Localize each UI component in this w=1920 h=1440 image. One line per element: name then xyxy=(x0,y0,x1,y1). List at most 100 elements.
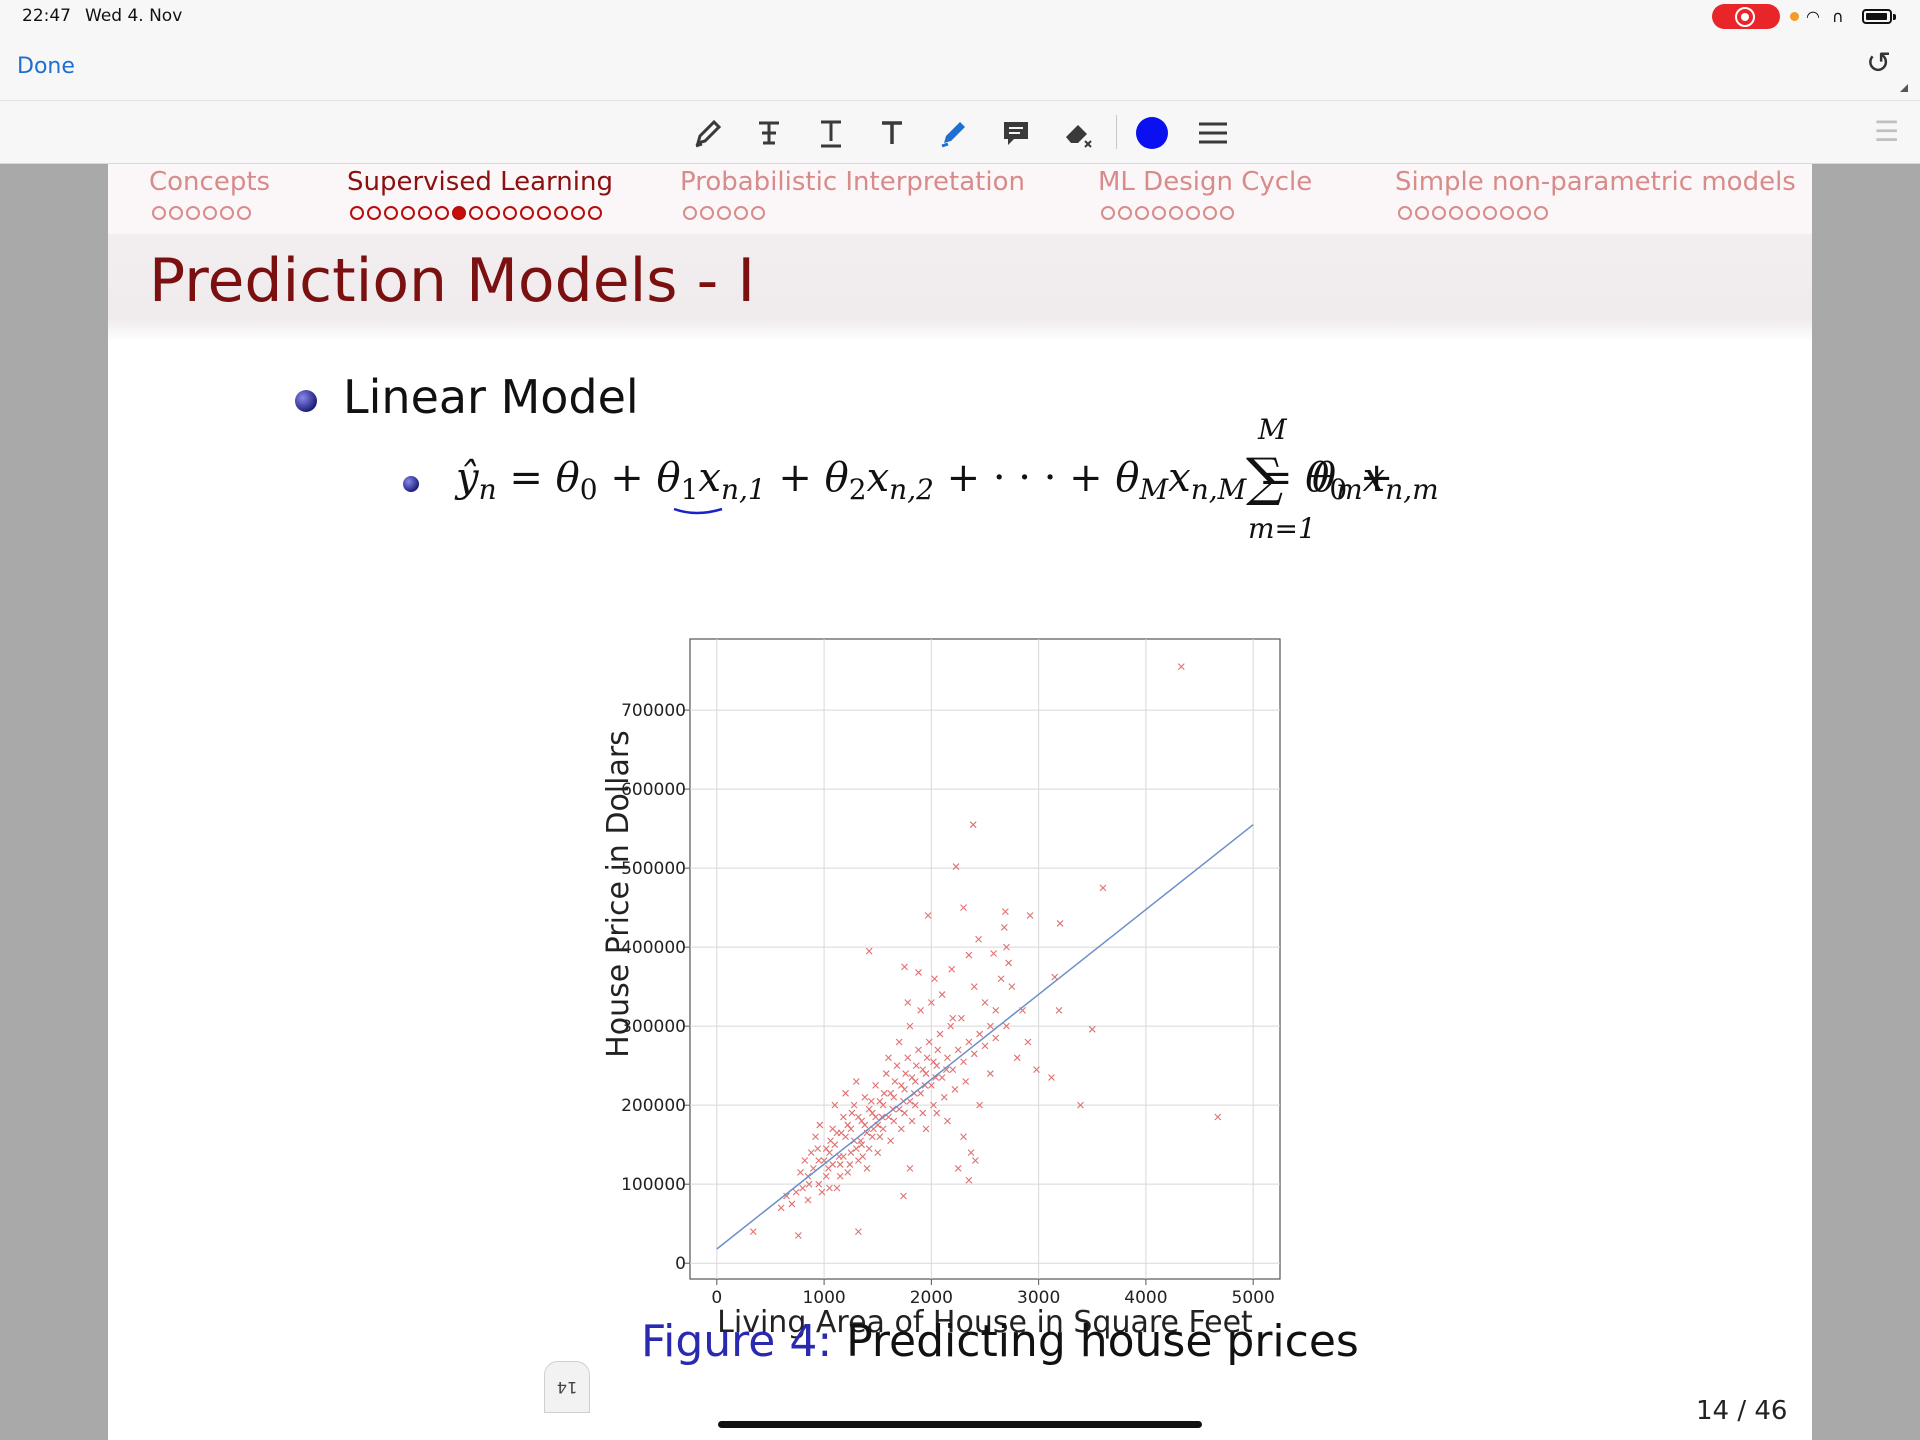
section-dot[interactable] xyxy=(203,206,217,220)
section-dot[interactable] xyxy=(734,206,748,220)
page-thumbnail-tab[interactable]: 14 xyxy=(544,1361,590,1413)
section-dot[interactable] xyxy=(237,206,251,220)
data-point xyxy=(807,1149,815,1156)
data-point xyxy=(901,1109,908,1117)
annotation-toolbar: ☰ xyxy=(0,101,1920,164)
section-dot[interactable] xyxy=(751,206,765,220)
data-point xyxy=(822,1172,830,1180)
section-concepts[interactable]: Concepts xyxy=(149,167,271,197)
section-dot[interactable] xyxy=(1483,206,1497,220)
text-underline-icon[interactable] xyxy=(811,113,851,153)
data-point xyxy=(816,1121,824,1129)
section-dot[interactable] xyxy=(418,206,432,220)
highlighter-icon[interactable] xyxy=(934,113,974,153)
section-dot[interactable] xyxy=(503,206,517,220)
eraser-icon[interactable] xyxy=(1058,113,1098,153)
pen-icon[interactable] xyxy=(688,113,728,153)
section-ml-design-cycle[interactable]: ML Design Cycle xyxy=(1098,167,1313,197)
data-point xyxy=(1088,1025,1096,1033)
screen-recording-icon[interactable] xyxy=(1712,4,1780,29)
outline-list-icon[interactable]: ☰ xyxy=(1874,115,1900,148)
section-dot[interactable] xyxy=(384,206,398,220)
section-simple-non-parametric-models-dots[interactable] xyxy=(1398,206,1548,220)
section-dot[interactable] xyxy=(435,206,449,220)
section-dot[interactable] xyxy=(220,206,234,220)
section-dot[interactable] xyxy=(1432,206,1446,220)
status-bar: 22:47 Wed 4. Nov ◠ ∩ xyxy=(0,0,1920,34)
section-dot[interactable] xyxy=(1466,206,1480,220)
data-point xyxy=(967,1149,975,1156)
data-point xyxy=(906,1164,914,1172)
section-dot[interactable] xyxy=(401,206,415,220)
text-strike-icon[interactable] xyxy=(749,113,789,153)
section-dot[interactable] xyxy=(1186,206,1200,220)
section-dot[interactable] xyxy=(367,206,381,220)
section-dot[interactable] xyxy=(717,206,731,220)
section-ml-design-cycle-dots[interactable] xyxy=(1101,206,1234,220)
data-point xyxy=(815,1180,823,1188)
data-point xyxy=(1214,1113,1222,1121)
section-dot[interactable] xyxy=(1152,206,1166,220)
data-point xyxy=(874,1149,882,1156)
color-swatch[interactable] xyxy=(1136,117,1168,149)
data-point xyxy=(897,1082,905,1089)
section-dot[interactable] xyxy=(469,206,483,220)
data-points xyxy=(749,663,1222,1239)
text-icon[interactable] xyxy=(872,113,912,153)
data-point xyxy=(1055,1006,1063,1014)
section-dot[interactable] xyxy=(186,206,200,220)
data-point xyxy=(1033,1066,1040,1074)
section-probabilistic-interpretation-dots[interactable] xyxy=(683,206,765,220)
toolbar-divider xyxy=(1116,115,1117,149)
section-dot[interactable] xyxy=(520,206,534,220)
section-dot[interactable] xyxy=(571,206,585,220)
section-dot[interactable] xyxy=(152,206,166,220)
y-tick-label: 0 xyxy=(675,1254,686,1274)
data-point xyxy=(868,1133,876,1141)
section-dot[interactable] xyxy=(1398,206,1412,220)
section-dot[interactable] xyxy=(169,206,183,220)
section-dot[interactable] xyxy=(1500,206,1514,220)
section-dot[interactable] xyxy=(1517,206,1531,220)
data-point xyxy=(777,1204,785,1212)
section-dot[interactable] xyxy=(700,206,714,220)
section-dot[interactable] xyxy=(1203,206,1217,220)
data-point xyxy=(970,1050,978,1058)
comment-icon[interactable] xyxy=(996,113,1036,153)
data-point xyxy=(891,1078,899,1085)
section-dot[interactable] xyxy=(588,206,602,220)
section-dot[interactable] xyxy=(683,206,697,220)
section-dot[interactable] xyxy=(1534,206,1548,220)
section-dot[interactable] xyxy=(1101,206,1115,220)
data-point xyxy=(1056,920,1064,927)
section-probabilistic-interpretation[interactable]: Probabilistic Interpretation xyxy=(680,167,1025,197)
data-point xyxy=(938,1074,946,1081)
section-dot[interactable] xyxy=(1118,206,1132,220)
undo-icon[interactable]: ↺ xyxy=(1866,46,1892,81)
left-margin xyxy=(0,164,108,1440)
section-supervised-learning-dots[interactable] xyxy=(350,206,602,220)
data-point xyxy=(1048,1074,1055,1081)
section-dot[interactable] xyxy=(1415,206,1429,220)
data-point xyxy=(938,991,946,998)
section-dot[interactable] xyxy=(1169,206,1183,220)
data-point xyxy=(919,1109,927,1117)
home-indicator[interactable] xyxy=(718,1421,1202,1428)
done-button[interactable]: Done xyxy=(17,54,75,79)
section-dot[interactable] xyxy=(554,206,568,220)
data-point xyxy=(944,1054,951,1062)
section-dot[interactable] xyxy=(452,206,466,220)
data-point xyxy=(850,1101,858,1109)
data-point xyxy=(1003,1022,1010,1030)
section-dot[interactable] xyxy=(350,206,364,220)
section-dot[interactable] xyxy=(537,206,551,220)
menu-icon[interactable] xyxy=(1193,113,1233,153)
section-supervised-learning[interactable]: Supervised Learning xyxy=(347,167,613,197)
section-simple-non-parametric-models[interactable]: Simple non-parametric models xyxy=(1395,167,1796,197)
section-dot[interactable] xyxy=(1449,206,1463,220)
section-dot[interactable] xyxy=(486,206,500,220)
section-dot[interactable] xyxy=(1220,206,1234,220)
section-dot[interactable] xyxy=(1135,206,1149,220)
section-concepts-dots[interactable] xyxy=(152,206,251,220)
data-point xyxy=(858,1141,866,1149)
